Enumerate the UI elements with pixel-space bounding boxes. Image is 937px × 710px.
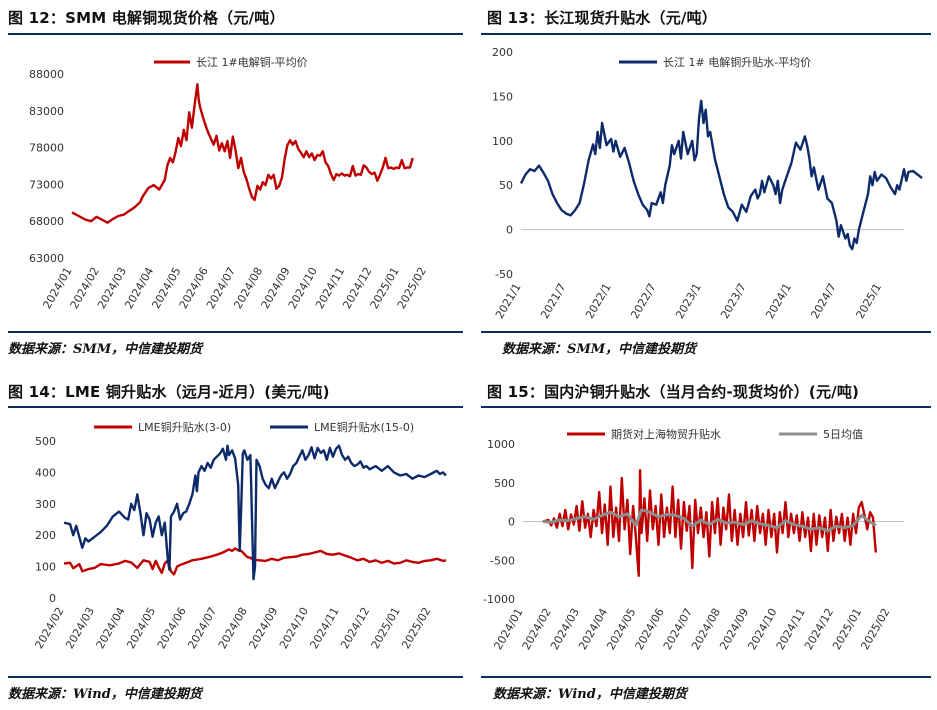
chart-3-xtick-label: 2024/11 [308, 605, 342, 651]
chart-3-ytick-label: 500 [35, 435, 56, 448]
chart-3-top-rule [8, 406, 463, 408]
chart-2-xtick-label: 2022/1 [583, 281, 614, 321]
chart-3-legend-label-1: LME铜升贴水(3-0) [138, 420, 231, 434]
chart-3-ytick-label: 300 [35, 498, 56, 511]
chart-2-xtick-label: 2024/1 [763, 281, 794, 321]
chart-2-legend-label-1: 长江 1# 电解铜升贴水-平均价 [663, 55, 811, 69]
chart-2-xtick-label: 2021/7 [538, 281, 569, 321]
chart-2-bottom-rule [481, 331, 931, 333]
chart-3-xtick-label: 2024/06 [155, 605, 189, 651]
chart-1-series-1-line [71, 83, 414, 224]
chart-4-series-1-line [542, 469, 877, 577]
chart-3-legend-label-2: LME铜升贴水(15-0) [314, 420, 414, 434]
chart-4-ytick-label: 0 [508, 516, 515, 529]
chart-1-top-rule [8, 33, 463, 35]
chart-2-ytick-label: 0 [506, 224, 513, 237]
chart-1-bottom-rule [8, 331, 463, 333]
chart-3-title: 图 14：LME 铜升贴水（远月-近月）(美元/吨) [8, 383, 330, 401]
chart-2-title: 图 13：长江现货升贴水（元/吨） [487, 9, 717, 27]
chart-3-xtick-label: 2024/03 [63, 605, 97, 651]
chart-3-xtick-label: 2024/09 [246, 605, 280, 651]
chart-3-source: 数据来源：Wind，中信建投期货 [8, 687, 202, 702]
chart-2-xtick-label: 2025/1 [853, 281, 884, 321]
chart-4-legend-label-1: 期货对上海物贸升贴水 [611, 427, 721, 441]
chart-2-plot: -50 0 50 100 150 200 2021/1 2021/7 2022/1 2022/7 2… [492, 46, 923, 321]
chart-3-xtick-label: 2024/04 [94, 605, 128, 651]
chart-1-source: 数据来源：SMM，中信建投期货 [8, 342, 203, 357]
chart-1-ytick-label: 83000 [29, 105, 64, 118]
chart-4-ytick-label: -1000 [483, 593, 515, 606]
chart-1-ytick-label: 73000 [29, 178, 64, 191]
chart-4-top-rule [481, 406, 931, 408]
chart-4-legend-label-2: 5日均值 [823, 428, 863, 441]
chart-1-plot: 6300068000730007800083000880002024/01202… [29, 55, 429, 311]
chart-2-ytick-label: -50 [495, 268, 513, 281]
chart-1-ytick-label: 68000 [29, 215, 64, 228]
chart-2-ytick-label: 50 [499, 179, 513, 192]
chart-2-ytick-label: 100 [492, 135, 513, 148]
chart-1-ytick-label: 78000 [29, 142, 64, 155]
chart-4-ytick-label: 500 [494, 477, 515, 490]
chart-3-xtick-label: 2024/10 [277, 605, 311, 651]
chart-3-ytick-label: 200 [35, 529, 56, 542]
chart-3-xtick-label: 2025/02 [399, 605, 433, 651]
chart-2-top-rule [481, 33, 931, 35]
chart-1-title: 图 12：SMM 电解铜现货价格（元/吨） [8, 9, 285, 27]
chart-4-series-2-line [542, 508, 877, 533]
chart-3-ytick-label: 400 [35, 466, 56, 479]
chart-1-legend-label-1: 长江 1#电解铜-平均价 [196, 55, 308, 69]
chart-2-series-1-line [519, 99, 923, 251]
chart-2-ytick-label: 200 [492, 46, 513, 59]
chart-3-xtick-label: 2024/07 [185, 605, 219, 651]
chart-2-xtick-label: 2022/7 [628, 281, 659, 321]
chart-1-ytick-label: 88000 [29, 68, 64, 81]
chart-3-bottom-rule [8, 676, 463, 678]
chart-3-xtick-label: 2024/05 [124, 605, 158, 651]
chart-3-xtick-label: 2024/08 [216, 605, 250, 651]
chart-1-ytick-label: 63000 [29, 252, 64, 265]
chart-4-bottom-rule [481, 676, 931, 678]
chart-3-plot: 01002003004005002024/022024/032024/04202… [32, 420, 447, 651]
chart-3-ytick-label: 0 [49, 592, 56, 605]
chart-2-xtick-label: 2021/1 [493, 281, 524, 321]
chart-3-xtick-label: 2025/01 [369, 605, 403, 651]
chart-2-xtick-label: 2023/7 [718, 281, 749, 321]
chart-3-series-2-line [63, 444, 447, 581]
chart-4-plot: -1000-500050010002024/012024/022024/0320… [483, 427, 904, 652]
chart-2-source: 数据来源：SMM，中信建投期货 [502, 342, 697, 357]
chart-4-source: 数据来源：Wind，中信建投期货 [493, 687, 687, 702]
chart-3-xtick-label: 2024/12 [338, 605, 372, 651]
chart-3-xtick-label: 2024/02 [32, 605, 66, 651]
chart-2-xtick-label: 2023/1 [673, 281, 704, 321]
chart-4-title: 图 15：国内沪铜升贴水（当月合约-现货均价）(元/吨) [487, 383, 860, 401]
chart-2-ytick-label: 150 [492, 90, 513, 103]
chart-3-ytick-label: 100 [35, 561, 56, 574]
chart-4-ytick-label: 1000 [487, 438, 515, 451]
chart-4-ytick-label: -500 [490, 554, 515, 567]
chart-2-xtick-label: 2024/7 [808, 281, 839, 321]
chart-3-series-1-line [63, 547, 447, 576]
